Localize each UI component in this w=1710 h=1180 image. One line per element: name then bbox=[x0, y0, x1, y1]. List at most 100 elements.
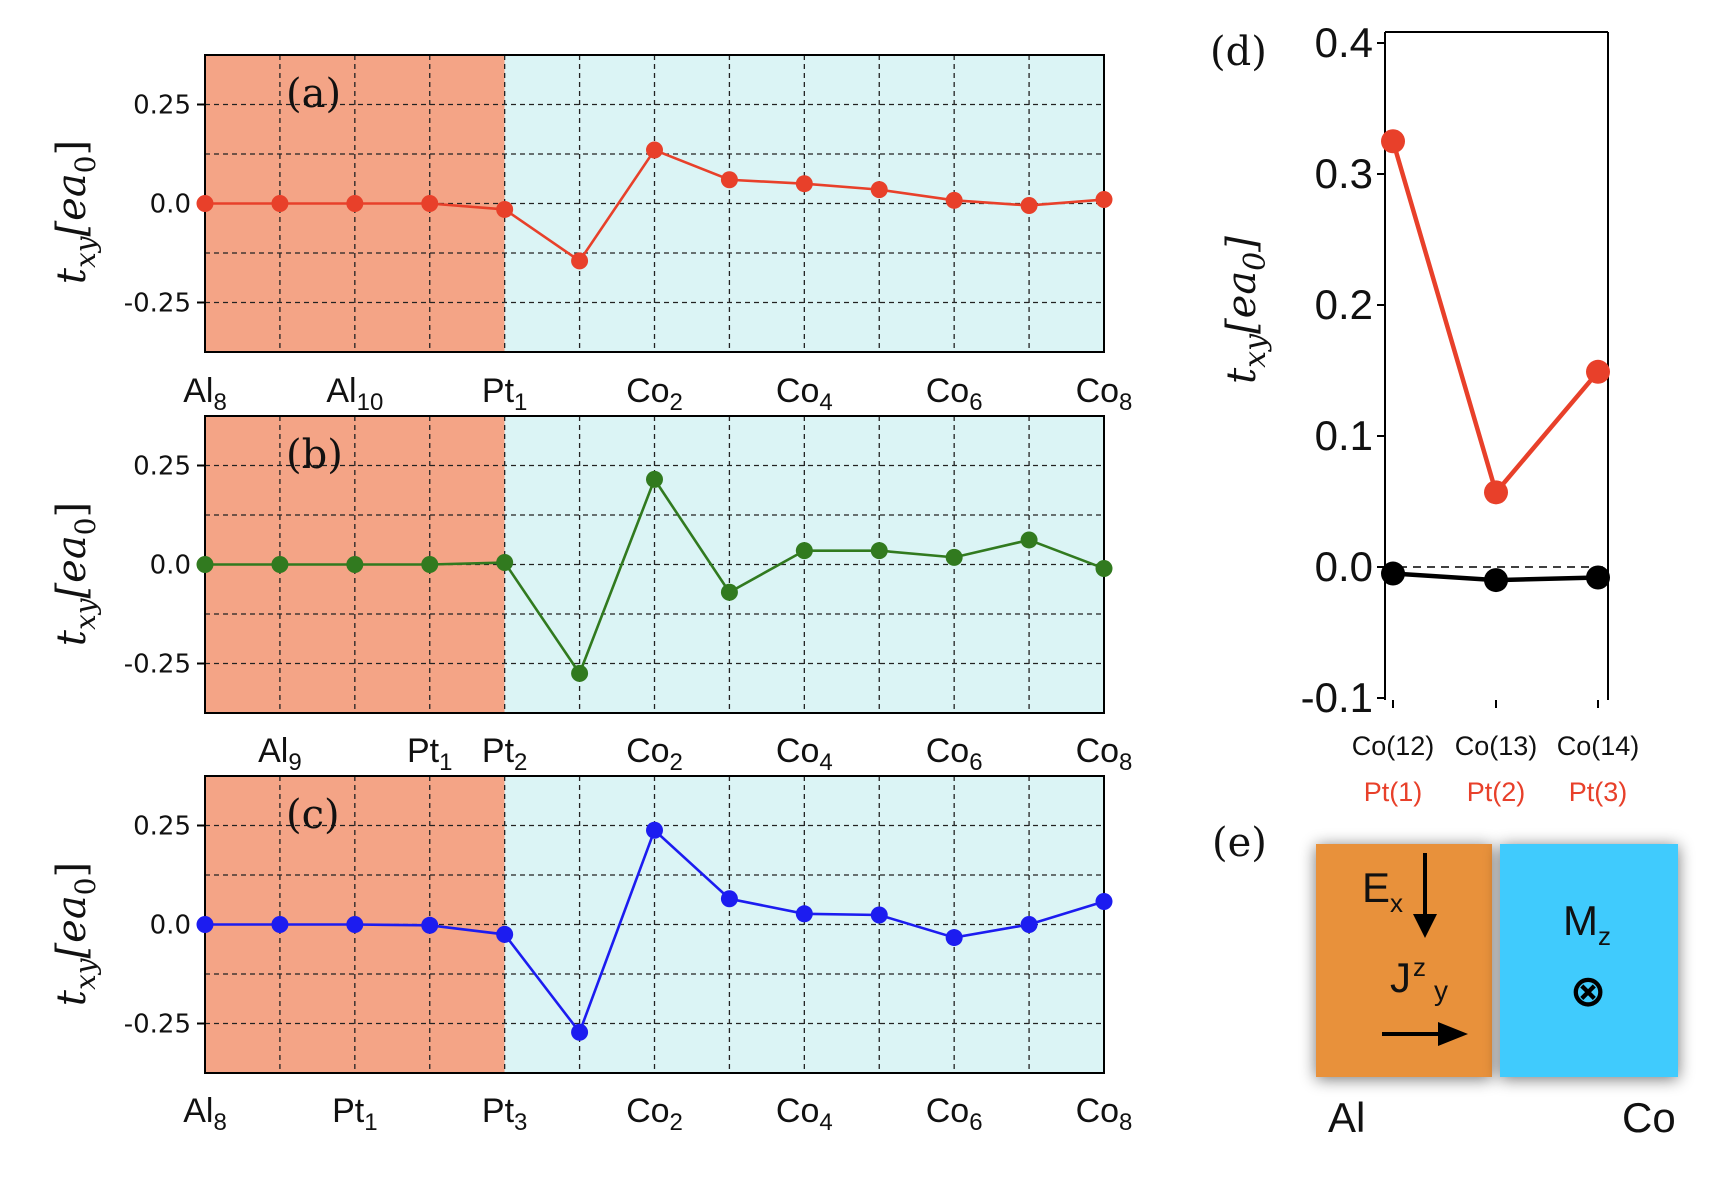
series-line bbox=[1390, 140, 1600, 497]
data-point bbox=[1095, 191, 1113, 209]
data-point bbox=[795, 175, 813, 193]
spin-current-label: Jzy bbox=[1390, 952, 1448, 1006]
x-tick-label-secondary: Pt(1) bbox=[1364, 777, 1423, 807]
data-point bbox=[870, 542, 888, 560]
data-point bbox=[271, 916, 289, 933]
x-tick-label: Co2 bbox=[626, 372, 683, 416]
data-point bbox=[346, 916, 364, 933]
y-tick-label: 0.25 bbox=[133, 91, 191, 121]
spin-current-arrow-icon bbox=[1382, 1022, 1468, 1046]
data-point bbox=[1095, 893, 1113, 911]
data-point bbox=[646, 821, 663, 839]
x-tick-label: Co(12) bbox=[1352, 731, 1435, 761]
y-axis-label: txy[ea0] bbox=[49, 140, 102, 284]
panel-label: (d) bbox=[1210, 29, 1267, 75]
electric-field-arrow-icon bbox=[1413, 853, 1437, 938]
y-tick-label: 0.25 bbox=[133, 812, 191, 842]
data-point bbox=[346, 556, 364, 573]
x-tick-label: Co2 bbox=[626, 1092, 683, 1136]
x-tick-label: Al10 bbox=[326, 372, 383, 416]
data-point bbox=[346, 195, 364, 212]
x-tick-label: Pt1 bbox=[332, 1092, 377, 1136]
data-point bbox=[271, 556, 289, 573]
y-tick-label: -0.25 bbox=[124, 1010, 191, 1040]
x-tick-label: Co(14) bbox=[1557, 731, 1640, 761]
x-tick-label: Co8 bbox=[1076, 732, 1133, 776]
y-axis-label: txy[ea0] bbox=[49, 502, 102, 646]
y-tick-label: 0.2 bbox=[1315, 281, 1373, 328]
data-point bbox=[646, 470, 663, 488]
y-tick-label: -0.1 bbox=[1301, 674, 1373, 721]
panel-label: (a) bbox=[286, 71, 341, 117]
data-point bbox=[196, 556, 214, 573]
x-tick-label: Al8 bbox=[183, 1092, 227, 1136]
data-point bbox=[196, 916, 214, 933]
data-point bbox=[271, 195, 289, 212]
x-tick-label: Co4 bbox=[776, 1092, 833, 1136]
data-point bbox=[945, 191, 963, 209]
data-point bbox=[870, 181, 888, 199]
data-point bbox=[571, 664, 589, 682]
panel-b-chart: 0.25 0.0 -0.25 txy[ea0] Al9 Pt1 Pt2 Co2 Co4 Co6 Co… bbox=[49, 415, 1133, 776]
data-point bbox=[1095, 559, 1113, 577]
x-tick-label: Co6 bbox=[926, 1092, 983, 1136]
x-tick-label: Co2 bbox=[626, 732, 683, 776]
data-point bbox=[496, 200, 514, 218]
data-point bbox=[196, 195, 214, 212]
panel-e-schematic: (e) Ex Jzy Mz ⊗ Al Co bbox=[1212, 820, 1678, 1141]
y-axis-label: txy[ea0] bbox=[49, 862, 102, 1006]
data-point bbox=[945, 929, 963, 947]
x-tick-label: Al9 bbox=[258, 732, 302, 776]
x-tick-label: Pt1 bbox=[407, 732, 452, 776]
y-tick-label: 0.0 bbox=[150, 551, 191, 581]
data-point bbox=[421, 916, 439, 934]
data-point bbox=[720, 583, 738, 601]
x-tick-label: Al8 bbox=[183, 372, 227, 416]
x-tick-label-secondary: Pt(3) bbox=[1569, 777, 1628, 807]
data-point bbox=[571, 252, 589, 270]
data-point bbox=[421, 556, 439, 573]
data-point bbox=[571, 1023, 589, 1041]
x-tick-label: Co8 bbox=[1076, 1092, 1133, 1136]
y-tick-label: 0.4 bbox=[1315, 19, 1373, 66]
data-point bbox=[1484, 568, 1508, 593]
y-tick-label: 0.0 bbox=[150, 190, 191, 220]
data-point bbox=[720, 890, 738, 908]
y-tick-label: 0.0 bbox=[150, 911, 191, 941]
data-point bbox=[1381, 129, 1405, 154]
data-point bbox=[646, 141, 663, 159]
electric-field-label: Ex bbox=[1362, 864, 1403, 918]
into-page-icon: ⊗ bbox=[1570, 966, 1607, 1017]
data-point bbox=[795, 542, 813, 560]
data-point bbox=[795, 905, 813, 923]
al-block bbox=[1316, 844, 1492, 1077]
data-point bbox=[496, 554, 514, 572]
magnetization-label: Mz bbox=[1563, 897, 1611, 951]
data-point bbox=[945, 548, 963, 566]
x-tick-label: Co4 bbox=[776, 732, 833, 776]
data-point bbox=[1586, 565, 1610, 590]
data-point bbox=[421, 195, 439, 212]
y-tick-label: -0.25 bbox=[124, 650, 191, 680]
co-block bbox=[1500, 844, 1678, 1077]
y-tick-label: 0.0 bbox=[1315, 543, 1373, 590]
al-caption: Al bbox=[1328, 1094, 1365, 1141]
data-point bbox=[496, 925, 514, 943]
x-tick-label: Pt1 bbox=[482, 372, 527, 416]
x-tick-label: Pt2 bbox=[482, 732, 527, 776]
data-point bbox=[1484, 480, 1508, 505]
x-tick-label: Co6 bbox=[926, 732, 983, 776]
y-tick-label: 0.3 bbox=[1315, 150, 1373, 197]
data-point bbox=[1020, 916, 1038, 933]
data-point bbox=[1020, 531, 1038, 549]
panel-a-chart: 0.25 0.0 -0.25 txy[ea0] Al8 Al10 Pt1 Co2 Co4 Co6 C… bbox=[49, 54, 1132, 416]
data-point bbox=[720, 171, 738, 189]
data-point bbox=[1020, 196, 1038, 214]
co-caption: Co bbox=[1622, 1094, 1676, 1141]
panel-d-chart: 0.4 0.3 0.2 0.1 0.0 -0.1 Co(12) Co(13) Co(14) Pt(… bbox=[1210, 19, 1639, 807]
x-tick-label: Co4 bbox=[776, 372, 833, 416]
y-tick-label: -0.25 bbox=[124, 289, 191, 319]
x-tick-label: Pt3 bbox=[482, 1092, 527, 1136]
y-tick-label: 0.1 bbox=[1315, 412, 1373, 459]
